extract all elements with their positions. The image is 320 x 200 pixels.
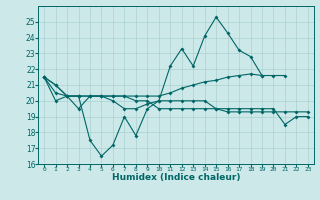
X-axis label: Humidex (Indice chaleur): Humidex (Indice chaleur) <box>112 173 240 182</box>
